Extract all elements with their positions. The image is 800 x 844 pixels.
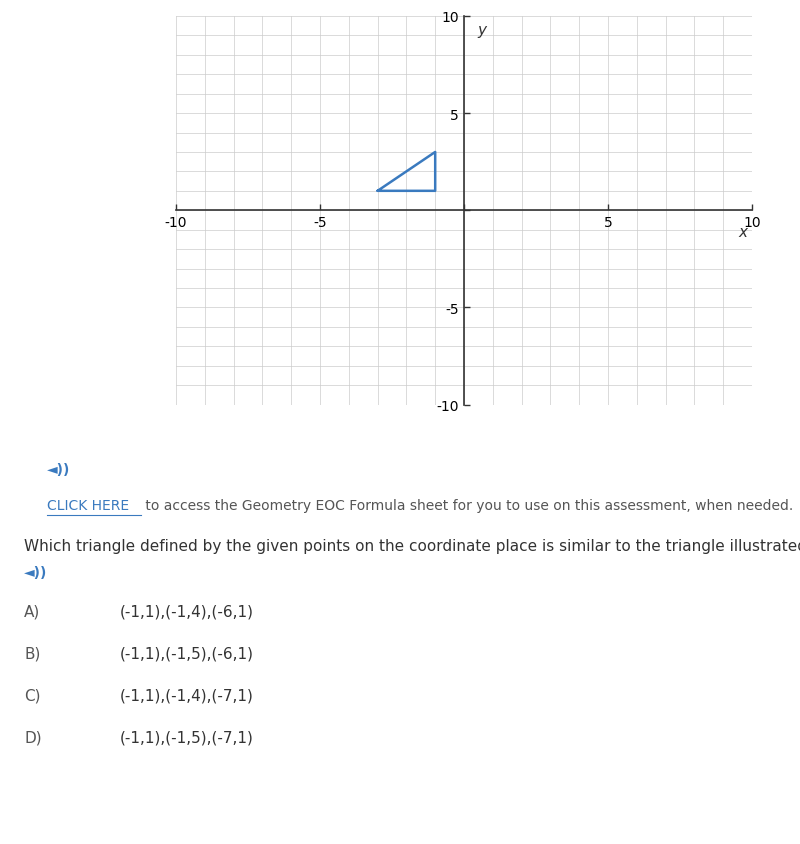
Text: CLICK HERE: CLICK HERE — [46, 498, 129, 512]
Text: x: x — [739, 225, 748, 240]
Text: ◄)): ◄)) — [24, 565, 47, 580]
Text: to access the Geometry EOC Formula sheet for you to use on this assessment, when: to access the Geometry EOC Formula sheet… — [141, 498, 793, 512]
Text: D): D) — [24, 730, 42, 745]
Text: (-1,1),(-1,5),(-6,1): (-1,1),(-1,5),(-6,1) — [120, 646, 254, 661]
Text: (-1,1),(-1,5),(-7,1): (-1,1),(-1,5),(-7,1) — [120, 730, 254, 745]
Text: A): A) — [24, 603, 40, 619]
Text: B): B) — [24, 646, 40, 661]
Text: y: y — [477, 23, 486, 38]
Text: ◄)): ◄)) — [46, 463, 70, 477]
Text: C): C) — [24, 688, 41, 703]
Text: (-1,1),(-1,4),(-6,1): (-1,1),(-1,4),(-6,1) — [120, 603, 254, 619]
Text: Which triangle defined by the given points on the coordinate place is similar to: Which triangle defined by the given poin… — [24, 538, 800, 554]
Text: (-1,1),(-1,4),(-7,1): (-1,1),(-1,4),(-7,1) — [120, 688, 254, 703]
